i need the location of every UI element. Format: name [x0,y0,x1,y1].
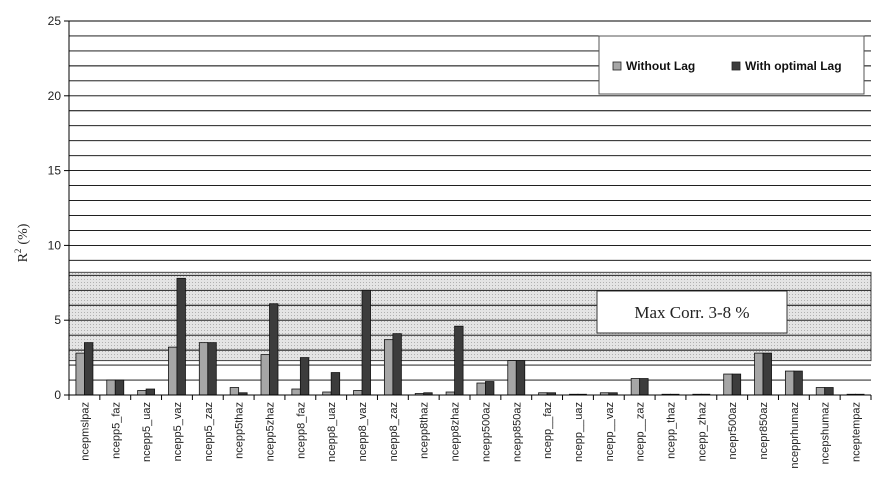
legend: Without Lag With optimal Lag [598,35,865,95]
bar-without-lag-ncepp5thaz [229,387,240,396]
y-tick-label-25: 25 [48,14,62,28]
bar-with-optimal-lag-ncepp500az [485,381,495,396]
bar-without-lag-ncepp8_zaz [383,339,394,396]
bar-with-optimal-lag-ncepp__zaz [639,378,649,396]
x-tick-label-ncepp8thaz: ncepp8thaz [419,402,431,459]
x-tick-label-ncepp__uaz: ncepp__uaz [573,402,585,462]
x-tick-label-ncepp5thaz: ncepp5thaz [234,402,246,459]
bar-without-lag-ncepp8_vaz [353,390,363,396]
bar-without-lag-ncepp5_uaz [137,390,147,396]
bar-with-optimal-lag-ncepprhumaz [793,370,803,396]
y-tick-label-20: 20 [48,89,62,103]
bar-without-lag-ncepprhumaz [784,370,795,396]
x-tick-label-ncepp_zhaz: ncepp_zhaz [696,402,708,461]
svg-text:R2(%): R2 (%) [13,223,31,262]
x-tick-label-ncepp5zhaz: ncepp5zhaz [265,402,277,461]
bar-with-optimal-lag-ncepp8zhaz [454,325,464,396]
bar-without-lag-ncepp500az [476,382,486,396]
legend-label-without-lag: Without Lag [626,59,695,73]
x-tick-label-ncepshumaz: ncepshumaz [820,402,832,464]
bar-with-optimal-lag-ncepp5zhaz [269,303,279,396]
x-tick-label-ncepmslpaz: ncepmslpaz [79,402,91,461]
bar-without-lag-ncepp__zaz [630,378,641,396]
legend-swatch-with-optimal-lag [731,61,741,71]
bar-with-optimal-lag-ncepp8_vaz [361,289,371,396]
bars [75,277,865,396]
x-tick-label-ncepp__faz: ncepp__faz [542,402,554,459]
y-tick-label-0: 0 [54,388,61,402]
x-tick-label-ncepp8_zaz: ncepp8_zaz [388,402,400,461]
x-tick-label-ncepp8_vaz: ncepp8_vaz [357,402,369,461]
bar-with-optimal-lag-ncepp5_faz [114,379,125,396]
x-tick-label-ncepp8_faz: ncepp8_faz [295,402,307,459]
x-tick-label-ncepp8zhaz: ncepp8zhaz [450,402,462,461]
x-tick-label-ncepp5_faz: ncepp5_faz [110,402,122,459]
bar-with-optimal-lag-ncepp5_uaz [145,388,156,396]
y-tick-label-10: 10 [48,238,62,252]
bar-with-optimal-lag-ncepp8_uaz [330,372,341,396]
bar-without-lag-ncepp5_zaz [198,342,209,396]
bar-without-lag-ncepp5_faz [106,379,116,396]
y-axis-title-superscript: 2 [13,249,23,254]
x-tick-label-ncepprhumaz: ncepprhumaz [789,402,801,469]
bar-with-optimal-lag-ncepp5_zaz [207,342,217,396]
x-tick-label-ncepp5_uaz: ncepp5_uaz [141,402,153,462]
bar-without-lag-ncepp850az [507,360,517,396]
annotation-box: Max Corr. 3-8 % [596,290,788,334]
x-tick-label-ncepp5_zaz: ncepp5_zaz [203,402,215,461]
y-axis-title-unit: (%) [16,223,31,244]
x-tick-label-ncepp850az: ncepp850az [511,402,523,462]
annotation-text: Max Corr. 3-8 % [634,303,749,322]
x-tick-label-ncepr850az: ncepr850az [758,402,770,460]
x-tick-label-ncepp__zaz: ncepp__zaz [635,402,647,461]
x-tick-label-nceptempaz: nceptempaz [851,402,863,462]
bar-with-optimal-lag-ncepr500az [731,373,742,396]
category-labels: ncepmslpaz ncepp5_faz ncepp5_uaz ncepp5_vaz… [79,402,862,469]
bar-with-optimal-lag-ncepp8_zaz [392,333,402,396]
x-tick-label-ncepp__vaz: ncepp__vaz [604,402,616,461]
bar-without-lag-ncepp5_vaz [168,346,178,396]
y-axis-title: R2 (%) [13,223,31,262]
bar-with-optimal-lag-ncepmslpaz [84,342,94,396]
bar-without-lag-ncepp5zhaz [260,354,270,396]
bar-with-optimal-lag-ncepp5_vaz [176,277,186,396]
y-axis-title-main: R [16,252,31,262]
y-tick-label-15: 15 [48,164,62,178]
x-tick-label-ncepp5_vaz: ncepp5_vaz [172,402,184,461]
bar-without-lag-ncepshumaz [815,387,826,396]
x-tick-label-ncepp500az: ncepp500az [480,402,492,462]
axes: 0 5 10 15 20 25 [48,14,872,402]
legend-label-with-optimal-lag: With optimal Lag [745,59,842,73]
legend-swatch-without-lag [612,61,622,71]
bar-with-optimal-lag-ncepp850az [515,360,526,396]
x-tick-label-ncepp_thaz: ncepp_thaz [666,402,678,459]
bar-with-optimal-lag-ncepp8_faz [299,357,310,396]
bar-without-lag-ncepr500az [723,373,733,396]
y-tick-label-5: 5 [54,313,61,327]
x-tick-label-ncepr500az: ncepr500az [727,402,739,460]
x-tick-label-ncepp8_uaz: ncepp8_uaz [326,402,338,462]
bar-with-optimal-lag-ncepshumaz [824,387,834,396]
bar-without-lag-ncepp8_faz [291,388,301,396]
bar-with-optimal-lag-ncepr850az [762,352,772,396]
bar-without-lag-ncepmslpaz [75,352,85,396]
bar-without-lag-ncepr850az [754,352,764,396]
